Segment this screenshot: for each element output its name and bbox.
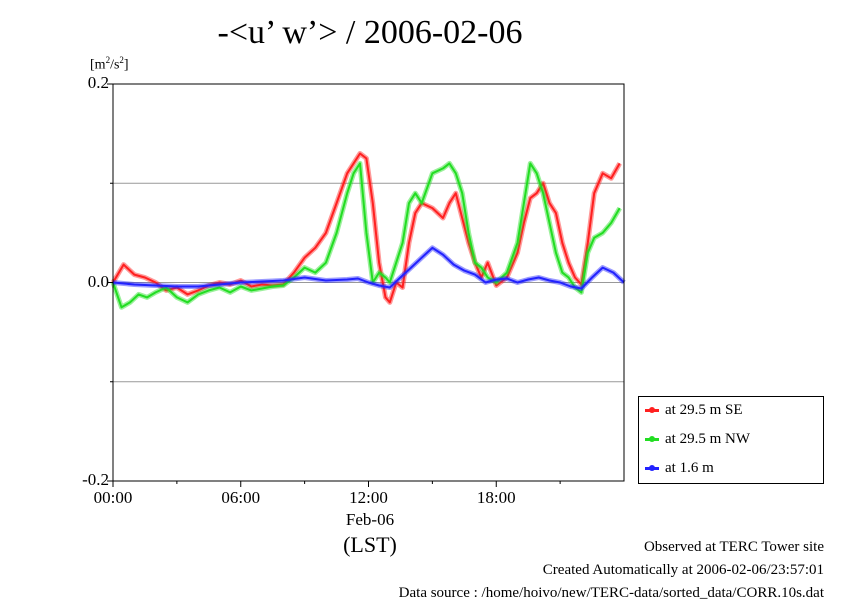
y-tick-label: 0.2 [87, 73, 109, 92]
y-axis-unit-label: [m2/s2] [90, 55, 129, 74]
legend-entry: at 1.6 m [645, 458, 714, 478]
legend-entry: at 29.5 m NW [645, 429, 750, 449]
x-tick-label: 12:00 [349, 488, 388, 507]
x-tick-label: 00:00 [93, 488, 133, 507]
series-line-2 [112, 246, 625, 290]
x-tick-label: 06:00 [221, 488, 261, 507]
legend: at 29.5 m SE at 29.5 m NW at 1.6 m [638, 396, 824, 484]
legend-entry: at 29.5 m SE [645, 400, 743, 420]
x-tick-label: 18:00 [476, 488, 516, 507]
y-tick-label: 0.0 [87, 271, 109, 291]
chart-title: -<u’ w’> / 2006-02-06 [217, 14, 523, 51]
footer-site: Observed at TERC Tower site [643, 539, 824, 555]
series-line-1 [112, 162, 621, 309]
time-zone-label: (LST) [343, 532, 397, 557]
legend-label: at 29.5 m SE [665, 401, 743, 418]
ylabel-exponent2: 2 [119, 55, 124, 65]
legend-swatch [645, 435, 659, 442]
footer-source: Data source : /home/hoivo/new/TERC-data/… [398, 585, 824, 601]
legend-swatch [645, 464, 659, 471]
date-label: Feb-06 [345, 510, 395, 529]
footer-created: Created Automatically at 2006-02-06/23:5… [542, 562, 824, 578]
legend-swatch [645, 406, 659, 413]
legend-label: at 29.5 m NW [665, 430, 750, 447]
legend-label: at 1.6 m [665, 459, 714, 476]
y-tick-label: -0.2 [82, 470, 109, 489]
footer: Observed at TERC Tower site Created Auto… [399, 536, 824, 605]
ylabel-part2: /s [110, 57, 120, 73]
series-line-0 [112, 152, 621, 304]
ylabel-part1: [m [90, 57, 106, 73]
ylabel-exponent1: 2 [105, 55, 111, 65]
ylabel-part3: ] [123, 57, 129, 73]
